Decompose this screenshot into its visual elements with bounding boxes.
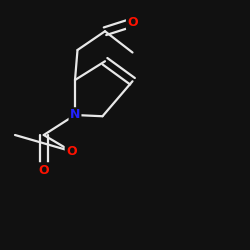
Text: N: N: [70, 108, 80, 122]
Text: O: O: [38, 164, 49, 176]
Text: O: O: [127, 16, 138, 29]
Text: O: O: [66, 145, 76, 158]
